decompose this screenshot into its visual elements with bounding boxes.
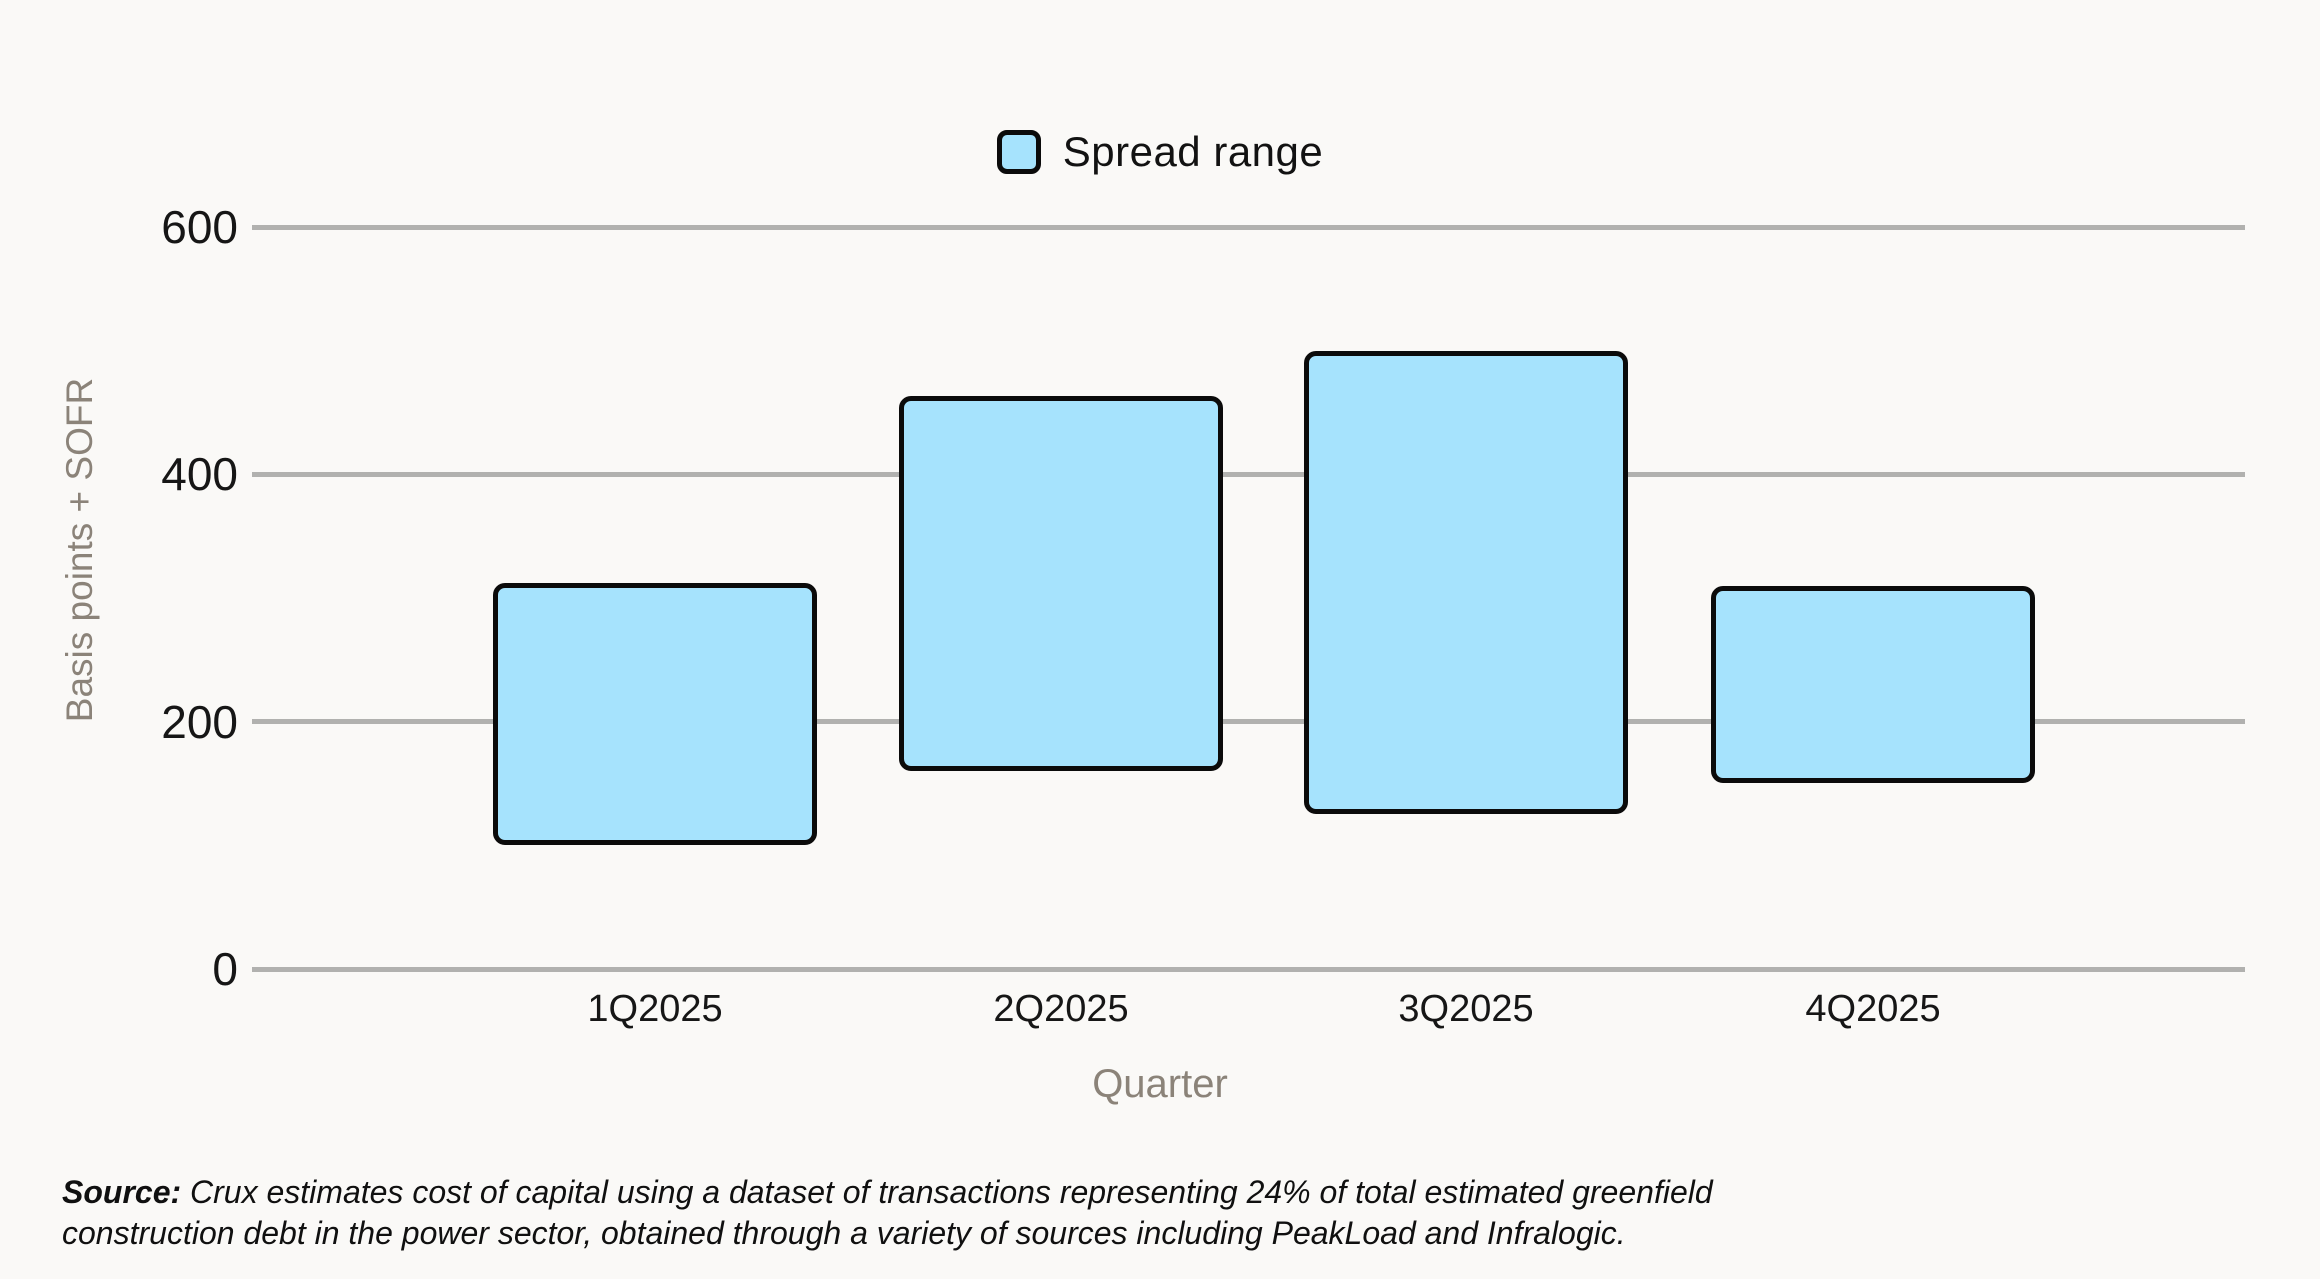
gridline-y600 [252, 224, 2245, 230]
legend[interactable]: Spread range [0, 128, 2320, 176]
range-bar-3q2025[interactable] [1304, 350, 1628, 815]
y-axis-title: Basis points + SOFR [59, 377, 100, 723]
x-axis-title: Quarter [1092, 1062, 1228, 1106]
legend-swatch[interactable] [996, 130, 1041, 174]
gridline-y400 [252, 471, 2245, 477]
y-tick-label: 400 [161, 448, 238, 501]
y-tick-label: 200 [161, 695, 238, 748]
x-tick-label-3q2025: 3Q2025 [1398, 988, 1534, 1030]
x-tick-label-4q2025: 4Q2025 [1805, 988, 1941, 1030]
range-bar-2q2025[interactable] [899, 396, 1223, 772]
range-bar-4q2025[interactable] [1711, 585, 2035, 784]
x-tick-label-1q2025: 1Q2025 [587, 988, 723, 1030]
gridline-y200 [252, 719, 2245, 725]
gridline-y0 [252, 966, 2245, 972]
legend-label[interactable]: Spread range [1062, 128, 1324, 175]
source-note: Source: Crux estimates cost of capital u… [62, 1172, 1782, 1254]
y-tick-label: 600 [161, 201, 238, 253]
x-tick-label-2q2025: 2Q2025 [993, 988, 1129, 1030]
source-note-text: Crux estimates cost of capital using a d… [62, 1174, 1713, 1251]
range-bar-1q2025[interactable] [493, 583, 817, 846]
y-tick-label: 0 [212, 943, 238, 995]
source-note-prefix: Source: [62, 1174, 182, 1210]
